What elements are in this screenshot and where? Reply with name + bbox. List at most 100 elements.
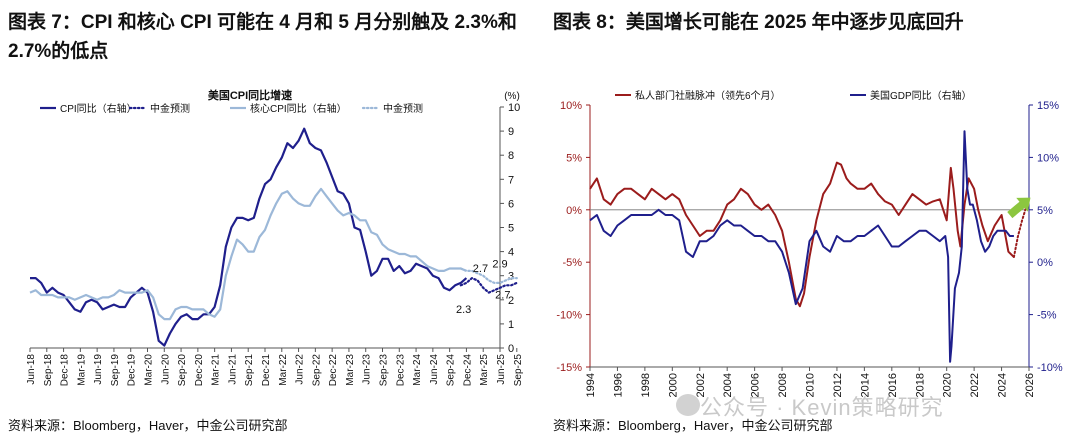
- legend-label: CPI同比（右轴）: [60, 102, 137, 115]
- x-tick-label: 2000: [667, 373, 679, 397]
- x-tick-label: Jun-21: [227, 354, 238, 385]
- y-tick-label-left: -5%: [562, 257, 582, 269]
- y-tick-label: 3: [508, 271, 514, 283]
- data-label: 2.9: [492, 258, 507, 270]
- x-tick-label: Dec-19: [127, 354, 138, 387]
- x-tick-label: 1998: [640, 373, 652, 397]
- x-tick-label: 2018: [914, 373, 926, 397]
- chart-title: 美国CPI同比增速: [208, 88, 292, 102]
- x-tick-label: Dec-20: [194, 354, 205, 387]
- watermark-logo-icon: [676, 394, 700, 416]
- y-tick-label-right: 0%: [1037, 257, 1053, 269]
- watermark: 公众号 · Kevin策略研究: [700, 395, 944, 420]
- y-tick-label-right: -10%: [1037, 362, 1063, 374]
- x-tick-label: Dec-22: [328, 354, 339, 387]
- x-tick-label: 2012: [832, 373, 844, 397]
- x-tick-label: Sep-25: [513, 354, 524, 387]
- data-label: 2.7: [495, 290, 510, 302]
- x-tick-label: Mar-24: [412, 354, 423, 386]
- data-label: 2.3: [456, 304, 471, 316]
- series-line-2: [589, 130, 1014, 363]
- x-tick-label: Mar-23: [345, 354, 356, 386]
- y-tick-label-right: 5%: [1037, 205, 1053, 217]
- y-tick-label: 5: [508, 223, 514, 235]
- x-tick-label: Sep-23: [379, 354, 390, 387]
- y-tick-label: 0: [508, 343, 514, 355]
- series-line-3: [459, 267, 518, 284]
- x-tick-label: Mar-22: [278, 354, 289, 386]
- right-panel: 图表 8：美国增长可能在 2025 年中逐步见底回升 -15% -10% -5% 0%…: [545, 0, 1080, 445]
- series-line-0: [30, 127, 468, 347]
- x-tick-label: Dec-23: [395, 354, 406, 387]
- x-tick-label: Dec-24: [462, 354, 473, 387]
- x-tick-label: Sep-20: [177, 354, 188, 387]
- series-line-1: [459, 277, 518, 294]
- cpi-line-chart: 美国CPI同比增速 (%) 0 1 2 3 4 5 6 7 8 9 10 Jun-18 Sep-18 Dec-…: [26, 88, 524, 387]
- x-tick-label: Jun-20: [160, 354, 171, 385]
- x-tick-label: 2022: [969, 373, 981, 397]
- x-tick-label: Mar-25: [479, 354, 490, 386]
- y-tick-label-left: 0%: [566, 205, 582, 217]
- x-tick-label: 2002: [695, 373, 707, 397]
- x-tick-label: Sep-22: [311, 354, 322, 387]
- x-tick-label: Dec-18: [60, 354, 71, 387]
- x-tick-label: Sep-18: [43, 354, 54, 387]
- x-tick-label: Jun-18: [26, 354, 37, 385]
- x-tick-label: Jun-22: [295, 354, 306, 385]
- legend-label: 中金预测: [383, 102, 423, 115]
- chart-title-left: 图表 7：CPI 和核心 CPI 可能在 4 月和 5 月分别触及 2.3%和 …: [8, 12, 517, 62]
- x-tick-label: 2004: [722, 373, 734, 397]
- trend-arrow-shape: [1007, 197, 1031, 219]
- x-tick-label: 2014: [859, 373, 871, 397]
- legend-label: 中金预测: [150, 102, 190, 115]
- x-tick-label: Mar-19: [76, 354, 87, 386]
- x-tick-label: 2016: [887, 373, 899, 397]
- y-tick-label-left: -10%: [556, 310, 582, 322]
- x-tick-label: 1996: [612, 373, 624, 397]
- x-tick-label: Jun-23: [362, 354, 373, 385]
- x-tick-label: Mar-20: [144, 354, 155, 386]
- source-right: 资料来源：Bloomberg，Haver，中金公司研究部: [553, 418, 833, 433]
- legend-label: 核心CPI同比（右轴）: [250, 102, 347, 115]
- x-tick-label: Sep-21: [244, 354, 255, 387]
- x-tick-label: Dec-21: [261, 354, 272, 387]
- series-line-2: [29, 187, 467, 321]
- y-tick-label-right: -5%: [1037, 310, 1057, 322]
- x-tick-label: Jun-25: [496, 354, 507, 385]
- x-tick-label: Sep-19: [110, 354, 121, 387]
- x-tick-label: 2026: [1024, 373, 1036, 397]
- x-tick-label: Jun-19: [93, 354, 104, 385]
- credit-impulse-gdp-chart: -15% -10% -5% 0% 5% 10% -10% -5% 0% 5% 10% 15% 1994 1…: [556, 89, 1063, 397]
- y-tick-label: 9: [508, 126, 514, 138]
- data-label: 2.7: [473, 263, 488, 275]
- y-tick-label-right: 15%: [1037, 100, 1059, 112]
- x-tick-label: Mar-21: [211, 354, 222, 386]
- left-panel: 图表 7：CPI 和核心 CPI 可能在 4 月和 5 月分别触及 2.3%和 …: [0, 0, 530, 445]
- x-tick-label: 2010: [805, 373, 817, 397]
- x-tick-label: 2024: [997, 373, 1009, 397]
- y-tick-label: 6: [508, 198, 514, 210]
- y-tick-label-left: 10%: [560, 100, 582, 112]
- legend-label: 私人部门社融脉冲（领先6个月）: [635, 89, 781, 102]
- chart-title-right: 图表 8：美国增长可能在 2025 年中逐步见底回升: [553, 12, 964, 33]
- y-tick-label: 10: [508, 102, 520, 114]
- trend-arrow-icon: [1007, 197, 1031, 219]
- legend-label: 美国GDP同比（右轴）: [870, 89, 972, 102]
- x-tick-label: Jun-24: [429, 354, 440, 385]
- x-tick-label: 2006: [750, 373, 762, 397]
- x-tick-label: 1994: [585, 373, 597, 397]
- source-left: 资料来源：Bloomberg，Haver，中金公司研究部: [8, 418, 288, 433]
- x-tick-label: 2020: [942, 373, 954, 397]
- x-tick-label: Sep-24: [446, 354, 457, 387]
- series-line-0: [589, 161, 1015, 308]
- y-tick-label-right: 10%: [1037, 152, 1059, 164]
- y-tick-label: 1: [508, 319, 514, 331]
- y-tick-label: 7: [508, 174, 514, 186]
- unit-label: (%): [504, 91, 520, 102]
- y-tick-label: 8: [508, 150, 514, 162]
- y-tick-label-left: 5%: [566, 152, 582, 164]
- y-tick-label: 4: [508, 247, 514, 259]
- x-tick-label: 2008: [777, 373, 789, 397]
- y-tick-label-left: -15%: [556, 362, 582, 374]
- y-tick-label: 2: [508, 295, 514, 307]
